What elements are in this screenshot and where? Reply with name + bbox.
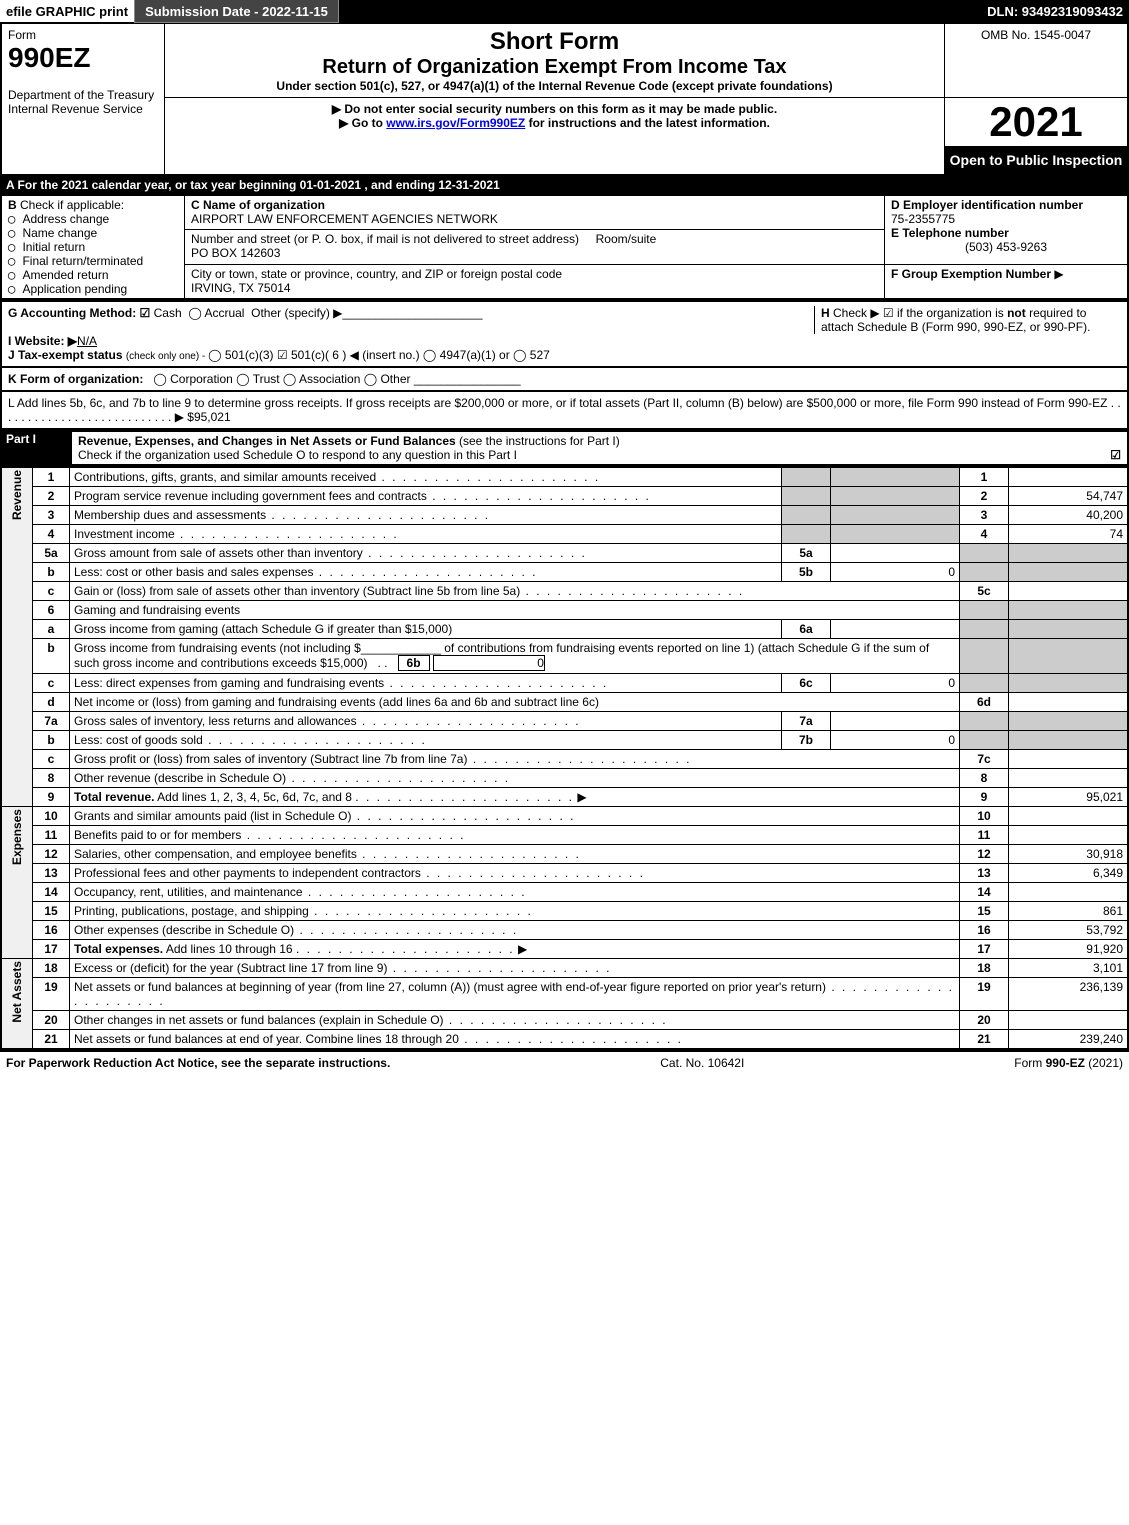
omb-cell: OMB No. 1545-0047 [945,23,1129,98]
lines-table: Revenue 1Contributions, gifts, grants, a… [0,466,1129,1050]
chk-pending[interactable]: ◯ [8,282,22,296]
dln-label: DLN: 93492319093432 [987,4,1129,19]
chk-final[interactable]: ◯ [8,254,22,268]
irs-link[interactable]: www.irs.gov/Form990EZ [386,116,525,130]
mid-section: G Accounting Method: ☑ Cash ◯ Accrual Ot… [0,300,1129,368]
ein-value: 75-2355775 [891,212,955,226]
chk-address[interactable]: ◯ [8,212,22,226]
title-cell: Short Form Return of Organization Exempt… [165,23,945,98]
city-cell: City or town, state or province, country… [185,264,885,299]
omb-number: OMB No. 1545-0047 [981,28,1091,42]
open-inspection: Open to Public Inspection [945,146,1127,174]
part1-header: Part I Revenue, Expenses, and Changes in… [0,430,1129,466]
chk-cash[interactable]: ☑ [140,306,154,320]
phone-value: (503) 453-9263 [891,240,1121,254]
tax-year: 2021 [945,98,1127,146]
org-name: AIRPORT LAW ENFORCEMENT AGENCIES NETWORK [191,212,498,226]
section-l: L Add lines 5b, 6c, and 7b to line 9 to … [0,392,1129,430]
form-cell: Form 990EZ Department of the Treasury In… [1,23,165,175]
under-section: Under section 501(c), 527, or 4947(a)(1)… [171,79,938,93]
chk-initial[interactable]: ◯ [8,240,22,254]
notes-cell: ▶ Do not enter social security numbers o… [165,98,945,176]
section-d-e: D Employer identification number 75-2355… [885,195,1129,264]
efile-label: efile GRAPHIC print [0,0,134,22]
street-cell: Number and street (or P. O. box, if mail… [185,230,885,264]
chk-accrual[interactable]: ◯ [188,306,204,320]
chk-name[interactable]: ◯ [8,226,22,240]
section-k: K Form of organization: ◯ Corporation ◯ … [0,368,1129,392]
main-title: Return of Organization Exempt From Incom… [171,56,938,79]
header-table: Form 990EZ Department of the Treasury In… [0,22,1129,176]
footer: For Paperwork Reduction Act Notice, see … [0,1050,1129,1074]
tax-status-opts: ◯ 501(c)(3) ☑ 501(c)( 6 ) ◀ (insert no.)… [208,348,550,362]
form-number: 990EZ [8,42,91,73]
ssn-note: ▶ Do not enter social security numbers o… [171,102,938,116]
org-form-opts: ◯ Corporation ◯ Trust ◯ Association ◯ Ot… [153,372,520,386]
city-value: IRVING, TX 75014 [191,281,291,295]
section-f: F Group Exemption Number ▶ [885,264,1129,299]
section-b: B Check if applicable: ◯ Address change … [1,195,185,299]
submission-date: Submission Date - 2022-11-15 [134,0,339,23]
org-name-cell: C Name of organization AIRPORT LAW ENFOR… [185,195,885,230]
website-value: N/A [77,334,97,348]
year-cell: 2021 Open to Public Inspection [945,98,1129,176]
chk-amended[interactable]: ◯ [8,268,22,282]
form-label: Form [8,28,36,42]
dept-label: Department of the Treasury [8,88,154,102]
irs-label: Internal Revenue Service [8,102,143,116]
part1-checkbox[interactable]: ☑ [1110,448,1121,462]
street-value: PO BOX 142603 [191,246,280,260]
section-a: A For the 2021 calendar year, or tax yea… [0,176,1129,194]
top-bar: efile GRAPHIC print Submission Date - 20… [0,0,1129,22]
goto-note: ▶ Go to www.irs.gov/Form990EZ for instru… [171,116,938,130]
bc-table: B Check if applicable: ◯ Address change … [0,194,1129,300]
gross-receipts: 95,021 [194,410,231,424]
short-form-title: Short Form [171,28,938,56]
